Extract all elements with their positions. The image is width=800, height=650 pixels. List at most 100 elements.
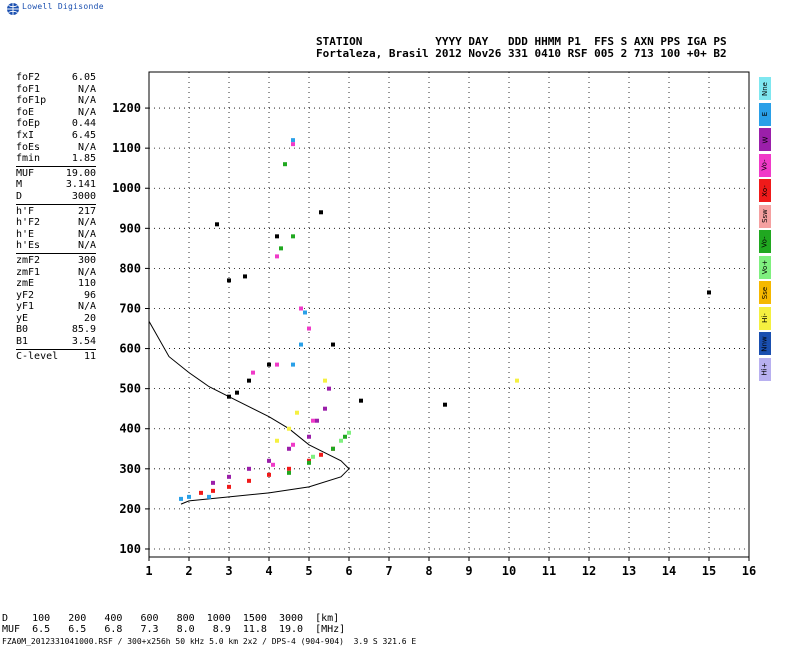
echo-point bbox=[515, 378, 519, 383]
echo-point bbox=[299, 342, 303, 347]
echo-point bbox=[227, 474, 231, 479]
echo-point bbox=[211, 480, 215, 485]
param-value: 96 bbox=[83, 289, 96, 301]
parameter-panel: foF2 6.05 foF1 N/A foF1p N/A foE N/A foEp 0.44 fxI… bbox=[16, 72, 96, 362]
echo-point bbox=[291, 138, 295, 143]
echo-point bbox=[235, 390, 239, 395]
legend-label: E bbox=[761, 111, 769, 117]
y-tick-label: 300 bbox=[119, 462, 141, 476]
param-value: N/A bbox=[77, 301, 96, 313]
param-value: 1.85 bbox=[71, 153, 96, 165]
param-value: N/A bbox=[77, 240, 96, 252]
param-key: foF2 bbox=[16, 72, 41, 83]
echo-point bbox=[287, 426, 291, 431]
echo-point bbox=[343, 434, 347, 439]
legend-label: Sse bbox=[761, 286, 769, 299]
echo-point bbox=[207, 494, 211, 499]
profile-trace bbox=[148, 321, 350, 505]
param-value: 11 bbox=[83, 350, 96, 362]
param-row: zmE 110 bbox=[16, 278, 96, 290]
echo-point bbox=[243, 274, 247, 279]
param-value: 300 bbox=[77, 254, 96, 266]
param-row: fxI 6.45 bbox=[16, 130, 96, 142]
x-tick-label: 1 bbox=[145, 564, 152, 578]
param-row: D 3000 bbox=[16, 191, 96, 203]
param-value: 3000 bbox=[71, 190, 96, 202]
legend-label: Nnw bbox=[761, 335, 769, 352]
param-separator bbox=[16, 252, 96, 254]
x-tick-label: 6 bbox=[345, 564, 352, 578]
param-row: h'F2 N/A bbox=[16, 217, 96, 229]
param-value: 6.45 bbox=[71, 129, 96, 141]
x-tick-label: 4 bbox=[265, 564, 272, 578]
param-key: M bbox=[16, 179, 23, 191]
x-tick-label: 8 bbox=[425, 564, 432, 578]
param-row: zmF1 N/A bbox=[16, 267, 96, 279]
echo-point bbox=[247, 466, 251, 471]
param-row: foEs N/A bbox=[16, 142, 96, 154]
brand-label: Lowell Digisonde bbox=[22, 2, 104, 11]
legend-item: E bbox=[759, 102, 771, 126]
echo-point bbox=[315, 418, 319, 423]
param-row: yE 20 bbox=[16, 313, 96, 325]
x-tick-label: 13 bbox=[622, 564, 636, 578]
legend-label: Ssw bbox=[761, 209, 770, 223]
param-key: foF1 bbox=[16, 83, 41, 95]
legend-item: Sse bbox=[759, 281, 771, 304]
param-key: yF2 bbox=[16, 289, 35, 301]
legend-item: Ssw bbox=[759, 204, 771, 228]
param-value: N/A bbox=[77, 83, 96, 95]
legend-label: Vo- bbox=[761, 235, 769, 248]
y-tick-label: 1100 bbox=[112, 141, 141, 155]
echo-point bbox=[291, 442, 295, 447]
echo-point bbox=[311, 418, 315, 423]
param-value: 85.9 bbox=[71, 324, 96, 336]
y-tick-label: 700 bbox=[119, 301, 141, 315]
x-tick-label: 3 bbox=[225, 564, 232, 578]
plot-frame bbox=[148, 71, 750, 558]
echo-point bbox=[291, 362, 295, 367]
param-separator bbox=[16, 348, 96, 350]
echo-point bbox=[271, 462, 275, 467]
param-key: h'Es bbox=[16, 240, 41, 252]
echo-point bbox=[227, 394, 231, 399]
param-key: C-level bbox=[16, 350, 59, 362]
param-value: 3.54 bbox=[71, 336, 96, 348]
echo-point bbox=[319, 210, 323, 215]
echo-point bbox=[279, 246, 283, 251]
param-row: h'F 217 bbox=[16, 206, 96, 218]
legend-item: Vo- bbox=[759, 230, 771, 253]
param-key: foEp bbox=[16, 118, 41, 130]
echo-point bbox=[275, 234, 279, 239]
echo-point bbox=[287, 470, 291, 475]
echo-point bbox=[295, 410, 299, 415]
y-tick-label: 100 bbox=[119, 542, 141, 556]
param-value: 19.00 bbox=[65, 167, 96, 179]
echo-point bbox=[215, 222, 219, 227]
param-key: zmF2 bbox=[16, 254, 41, 266]
legend-label: W bbox=[760, 136, 769, 143]
param-row: h'Es N/A bbox=[16, 240, 96, 252]
echo-point bbox=[319, 452, 323, 457]
echo-point bbox=[323, 378, 327, 383]
legend-item: Hi+ bbox=[759, 357, 771, 381]
legend-label: Hi+ bbox=[761, 362, 770, 376]
param-row: zmF2 300 bbox=[16, 255, 96, 267]
echo-point bbox=[187, 494, 191, 499]
param-row: foF1p N/A bbox=[16, 95, 96, 107]
param-key: zmE bbox=[16, 278, 35, 290]
param-separator bbox=[16, 203, 96, 205]
param-key: fmin bbox=[16, 153, 41, 165]
polarization-legend: Nne E W Vo- Xo- Ssw Vo- Vo+ Sse Hi- Nnw Hi+ bbox=[759, 77, 771, 383]
echo-point bbox=[227, 484, 231, 489]
param-value: N/A bbox=[77, 95, 96, 107]
legend-item: Nnw bbox=[759, 332, 771, 355]
echo-point bbox=[331, 342, 335, 347]
legend-item: Xo- bbox=[759, 179, 771, 202]
echo-point bbox=[323, 406, 327, 411]
param-key: B0 bbox=[16, 324, 29, 336]
x-tick-label: 15 bbox=[702, 564, 716, 578]
param-key: foEs bbox=[16, 141, 41, 153]
echo-point bbox=[275, 254, 279, 259]
echo-point bbox=[267, 362, 271, 367]
